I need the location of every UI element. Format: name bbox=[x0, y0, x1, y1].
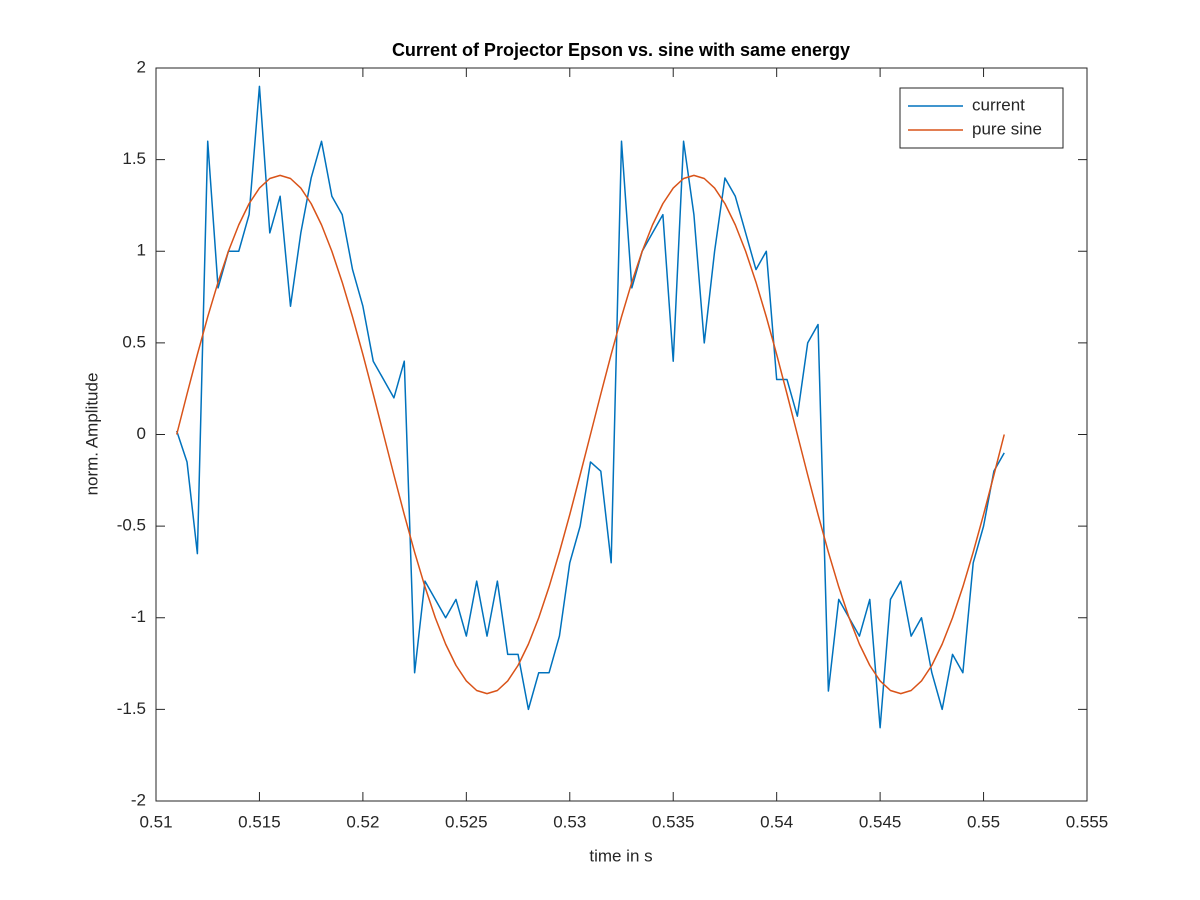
y-tick-label: -1 bbox=[131, 607, 146, 626]
x-tick-label: 0.52 bbox=[346, 812, 379, 831]
y-tick-label: -2 bbox=[131, 790, 146, 809]
legend-box bbox=[899, 87, 1064, 149]
x-tick-label: 0.545 bbox=[859, 812, 902, 831]
x-tick-label: 0.535 bbox=[652, 812, 695, 831]
legend-label: current bbox=[972, 95, 1025, 114]
y-tick-label: 0 bbox=[137, 424, 146, 443]
x-tick-label: 0.555 bbox=[1066, 812, 1109, 831]
series-line bbox=[175, 174, 1005, 695]
x-tick-label: 0.515 bbox=[238, 812, 281, 831]
y-tick-label: 0.5 bbox=[122, 332, 146, 351]
y-tick-label: -1.5 bbox=[117, 699, 146, 718]
y-tick-label: -0.5 bbox=[117, 516, 146, 535]
x-tick-label: 0.525 bbox=[445, 812, 488, 831]
x-tick-label: 0.55 bbox=[967, 812, 1000, 831]
x-tick-label: 0.53 bbox=[553, 812, 586, 831]
chart-title: Current of Projector Epson vs. sine with… bbox=[392, 40, 850, 60]
plot-area bbox=[156, 68, 1087, 801]
legend-label: pure sine bbox=[972, 119, 1042, 138]
axes-box bbox=[155, 67, 1088, 802]
x-tick-label: 0.51 bbox=[139, 812, 172, 831]
y-tick-label: 2 bbox=[137, 57, 146, 76]
x-tick-label: 0.54 bbox=[760, 812, 793, 831]
y-tick-label: 1 bbox=[137, 241, 146, 260]
series-line bbox=[175, 85, 1005, 729]
y-tick-label: 1.5 bbox=[122, 149, 146, 168]
x-axis-label: time in s bbox=[589, 846, 652, 865]
y-axis-label: norm. Amplitude bbox=[82, 373, 101, 496]
